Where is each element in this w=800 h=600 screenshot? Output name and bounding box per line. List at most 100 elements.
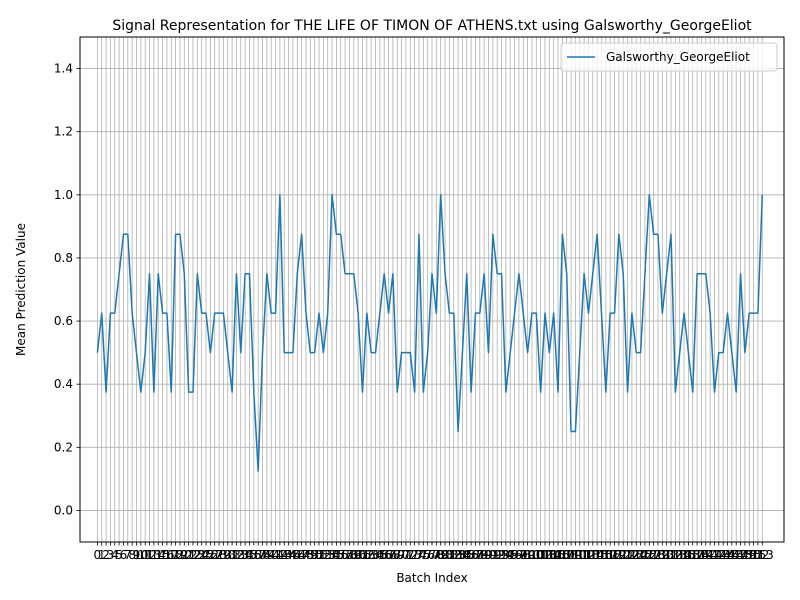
x-tick-label: 65 <box>372 548 387 562</box>
x-tick-label: 77 <box>424 548 439 562</box>
x-tick-label: 108 <box>555 548 578 562</box>
x-tick-label: 57 <box>337 548 352 562</box>
x-tick-label: 133 <box>664 548 687 562</box>
x-tick-label: 54 <box>324 548 339 562</box>
x-tick-label: 125 <box>629 548 652 562</box>
legend-entry-label: Galsworthy_GeorgeEliot <box>606 50 750 64</box>
x-tick-label: 39 <box>259 548 274 562</box>
x-tick-label: 109 <box>560 548 583 562</box>
x-tick-label: 26 <box>203 548 218 562</box>
x-tick-label: 62 <box>359 548 374 562</box>
x-tick-label: 105 <box>542 548 565 562</box>
x-tick-label: 23 <box>190 548 205 562</box>
x-tick-label: 130 <box>651 548 674 562</box>
x-tick-label: 117 <box>594 548 617 562</box>
x-tick-label: 92 <box>490 548 505 562</box>
x-tick-label: 81 <box>442 548 457 562</box>
x-tick-label: 143 <box>707 548 730 562</box>
x-axis-label: Batch Index <box>396 571 467 585</box>
legend-box <box>560 42 778 72</box>
x-tick-label: 49 <box>303 548 318 562</box>
x-tick-label: 139 <box>690 548 713 562</box>
x-tick-label: 11 <box>138 548 153 562</box>
x-tick-label: 99 <box>520 548 535 562</box>
x-tick-label: 102 <box>529 548 552 562</box>
x-tick-label: 12 <box>142 548 157 562</box>
x-tick-label: 148 <box>729 548 752 562</box>
y-tick-label: 0.8 <box>54 251 73 265</box>
x-tick-label: 15 <box>155 548 170 562</box>
y-tick-label: 1.0 <box>54 188 73 202</box>
x-tick-label: 34 <box>237 548 252 562</box>
x-tick-label: 3 <box>107 548 115 562</box>
x-tick-label: 112 <box>573 548 596 562</box>
x-tick-label: 53 <box>320 548 335 562</box>
x-tick-label: 138 <box>686 548 709 562</box>
series-lines <box>96 194 764 472</box>
x-tick-label: 90 <box>481 548 496 562</box>
x-tick-label: 87 <box>468 548 483 562</box>
x-tick-label: 40 <box>264 548 279 562</box>
x-tick-label: 79 <box>433 548 448 562</box>
x-tick-label: 88 <box>472 548 487 562</box>
x-tick-label: 132 <box>660 548 683 562</box>
y-tick-label: 1.2 <box>54 125 73 139</box>
x-tick-label: 74 <box>411 548 426 562</box>
x-tick-label: 146 <box>720 548 743 562</box>
x-tick-label: 78 <box>429 548 444 562</box>
x-tick-label: 142 <box>703 548 726 562</box>
x-tick-label: 37 <box>251 548 266 562</box>
x-tick-label: 145 <box>716 548 739 562</box>
x-ticks: 0123456789101112131415161718192021222324… <box>94 542 774 562</box>
legend: Galsworthy_GeorgeEliot <box>560 42 778 72</box>
x-tick-label: 31 <box>224 548 239 562</box>
x-tick-label: 126 <box>633 548 656 562</box>
x-tick-label: 4 <box>111 548 119 562</box>
x-tick-label: 58 <box>342 548 357 562</box>
x-tick-label: 95 <box>503 548 518 562</box>
x-tick-label: 44 <box>281 548 296 562</box>
x-tick-label: 61 <box>355 548 370 562</box>
x-tick-label: 153 <box>751 548 774 562</box>
x-tick-label: 86 <box>463 548 478 562</box>
x-tick-label: 64 <box>368 548 383 562</box>
x-tick-label: 42 <box>272 548 287 562</box>
x-tick-label: 140 <box>694 548 717 562</box>
x-tick-label: 89 <box>477 548 492 562</box>
x-tick-label: 120 <box>607 548 630 562</box>
x-tick-label: 122 <box>616 548 639 562</box>
x-tick-label: 100 <box>520 548 543 562</box>
x-tick-label: 67 <box>381 548 396 562</box>
x-tick-label: 52 <box>316 548 331 562</box>
x-tick-label: 5 <box>115 548 123 562</box>
x-tick-label: 2 <box>102 548 110 562</box>
x-tick-label: 8 <box>128 548 136 562</box>
x-tick-label: 144 <box>712 548 735 562</box>
x-tick-label: 115 <box>586 548 609 562</box>
x-tick-label: 18 <box>168 548 183 562</box>
x-tick-label: 123 <box>620 548 643 562</box>
y-tick-label: 1.4 <box>54 62 73 76</box>
x-tick-label: 136 <box>677 548 700 562</box>
x-tick-label: 119 <box>603 548 626 562</box>
x-tick-label: 60 <box>350 548 365 562</box>
x-tick-label: 9 <box>133 548 141 562</box>
x-tick-label: 35 <box>242 548 257 562</box>
y-tick-label: 0.4 <box>54 377 73 391</box>
x-tick-label: 22 <box>185 548 200 562</box>
x-tick-label: 116 <box>590 548 613 562</box>
x-tick-label: 66 <box>377 548 392 562</box>
series-line-galsworthy-georgeeliot <box>96 194 764 472</box>
x-tick-label: 104 <box>538 548 561 562</box>
x-tick-label: 43 <box>277 548 292 562</box>
x-tick-label: 47 <box>294 548 309 562</box>
x-tick-label: 73 <box>407 548 422 562</box>
x-tick-label: 38 <box>255 548 270 562</box>
x-tick-label: 55 <box>329 548 344 562</box>
x-tick-label: 141 <box>699 548 722 562</box>
x-tick-label: 103 <box>534 548 557 562</box>
x-tick-label: 128 <box>642 548 665 562</box>
x-tick-label: 24 <box>194 548 209 562</box>
x-tick-label: 36 <box>246 548 261 562</box>
